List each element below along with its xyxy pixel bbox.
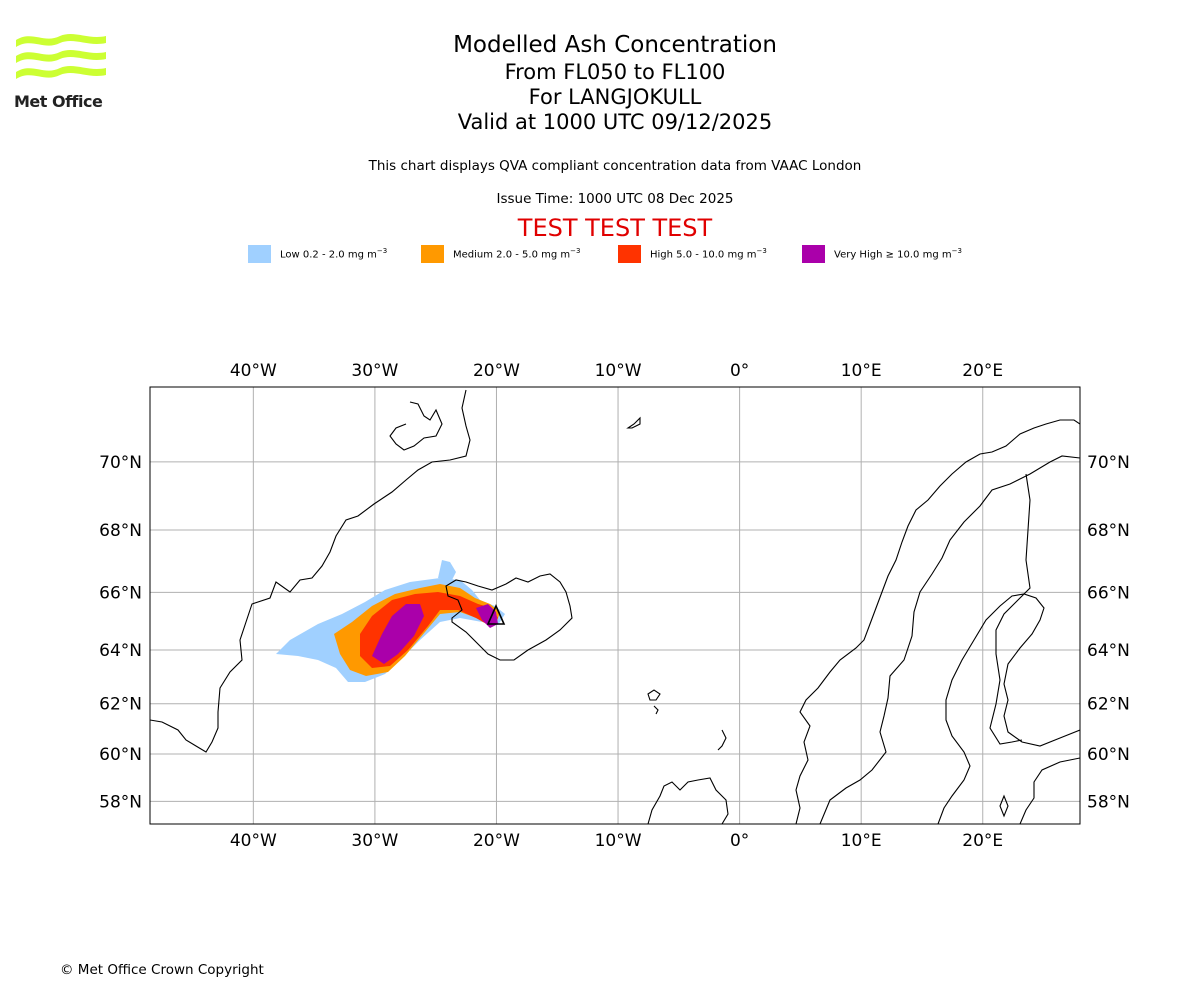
- lat-tick-label-left: 58°N: [99, 792, 142, 812]
- legend-label-high: High 5.0 - 10.0 mg m: [650, 249, 757, 261]
- lat-tick-label-right: 66°N: [1087, 583, 1130, 603]
- legend-label-very-high: Very High ≥ 10.0 mg m: [834, 249, 952, 261]
- lon-tick-label-bottom: 10°E: [841, 831, 882, 851]
- lat-tick-label-right: 62°N: [1087, 695, 1130, 715]
- lat-tick-label-left: 64°N: [99, 641, 142, 661]
- lon-tick-label-bottom: 0°: [730, 831, 749, 851]
- lon-tick-label-bottom: 40°W: [230, 831, 277, 851]
- greenland-east-coast: [389, 401, 443, 451]
- chart-description: This chart displays QVA compliant concen…: [368, 158, 862, 174]
- lon-tick-label-top: 30°W: [351, 361, 398, 381]
- greenland-coast: [150, 389, 471, 753]
- iceland-coast: [445, 573, 573, 661]
- legend-item-high: High 5.0 - 10.0 mg m−3: [618, 244, 767, 264]
- legend: Low 0.2 - 2.0 mg m−3 Medium 2.0 - 5.0 mg…: [0, 244, 1200, 264]
- legend-swatch-medium: [421, 245, 444, 263]
- legend-unit-exp: −3: [570, 247, 581, 256]
- copyright: © Met Office Crown Copyright: [60, 962, 264, 978]
- map-background: [150, 387, 1080, 824]
- valid-time: Valid at 1000 UTC 09/12/2025: [457, 110, 773, 134]
- sweden-finland-border: [989, 473, 1031, 745]
- shetland: [717, 729, 727, 751]
- lon-tick-label-bottom: 10°W: [595, 831, 642, 851]
- lat-tick-label-left: 68°N: [99, 521, 142, 541]
- ash-plume: [276, 560, 505, 682]
- gotland: [999, 794, 1009, 818]
- flight-levels: From FL050 to FL100: [504, 60, 726, 84]
- axis-ticks: 40°W 40°W 30°W 30°W 20°W 20°W 10°W 10°W 0° 0° 10°E…: [99, 361, 1130, 851]
- lon-tick-label-bottom: 20°W: [473, 831, 520, 851]
- scotland-coast: [647, 777, 729, 824]
- chart-titles: Modelled Ash Concentration From FL050 to…: [0, 30, 1200, 135]
- coastlines: [150, 389, 1080, 824]
- legend-unit-exp: −3: [756, 247, 767, 256]
- legend-label-low: Low 0.2 - 2.0 mg m: [280, 249, 377, 261]
- lat-tick-label-right: 58°N: [1087, 792, 1130, 812]
- legend-item-low: Low 0.2 - 2.0 mg m−3: [248, 244, 387, 264]
- norway-coast: [795, 419, 1080, 824]
- legend-label-medium: Medium 2.0 - 5.0 mg m: [453, 249, 571, 261]
- lon-tick-label-top: 40°W: [230, 361, 277, 381]
- lat-tick-label-left: 62°N: [99, 695, 142, 715]
- ash-very-high-region-source: [476, 604, 498, 628]
- lon-tick-label-top: 0°: [730, 361, 749, 381]
- met-office-logo: Met Office: [14, 30, 108, 112]
- volcano-location: For LANGJOKULL: [528, 85, 702, 109]
- lon-tick-label-top: 20°W: [473, 361, 520, 381]
- issue-time: Issue Time: 1000 UTC 08 Dec 2025: [496, 191, 734, 207]
- lon-tick-label-bottom: 20°E: [962, 831, 1003, 851]
- lon-tick-label-top: 10°E: [841, 361, 882, 381]
- legend-swatch-low: [248, 245, 271, 263]
- map-frame: [149, 386, 1081, 825]
- lat-tick-label-left: 60°N: [99, 745, 142, 765]
- legend-unit-exp: −3: [951, 247, 962, 256]
- met-office-wave-icon: [16, 34, 106, 79]
- graticule: [150, 387, 1080, 824]
- chart-title: Modelled Ash Concentration: [453, 32, 777, 58]
- lat-tick-label-left: 66°N: [99, 583, 142, 603]
- legend-item-very-high: Very High ≥ 10.0 mg m−3: [802, 244, 962, 264]
- lat-tick-label-right: 64°N: [1087, 641, 1130, 661]
- ash-low-region-north: [438, 560, 456, 580]
- baltic-coast: [1019, 757, 1080, 824]
- lon-tick-label-bottom: 30°W: [351, 831, 398, 851]
- volcano-icon: [486, 604, 506, 625]
- ash-very-high-region: [372, 604, 424, 664]
- lat-tick-label-right: 60°N: [1087, 745, 1130, 765]
- volcano-marker: [486, 604, 506, 625]
- met-office-logo-text: Met Office: [14, 92, 103, 111]
- test-banner: TEST TEST TEST: [517, 214, 713, 242]
- jan-mayen: [626, 416, 641, 429]
- legend-swatch-high: [618, 245, 641, 263]
- lat-tick-label-right: 68°N: [1087, 521, 1130, 541]
- norway-inland-border: [819, 455, 1080, 824]
- lat-tick-label-right: 70°N: [1087, 453, 1130, 473]
- legend-swatch-very-high: [802, 245, 825, 263]
- lon-tick-label-top: 10°W: [595, 361, 642, 381]
- lon-tick-label-top: 20°E: [962, 361, 1003, 381]
- lat-tick-label-left: 70°N: [99, 453, 142, 473]
- legend-unit-exp: −3: [376, 247, 388, 256]
- faroe-islands: [647, 689, 661, 715]
- legend-item-medium: Medium 2.0 - 5.0 mg m−3: [421, 244, 580, 264]
- sweden-east-coast: [937, 593, 1080, 824]
